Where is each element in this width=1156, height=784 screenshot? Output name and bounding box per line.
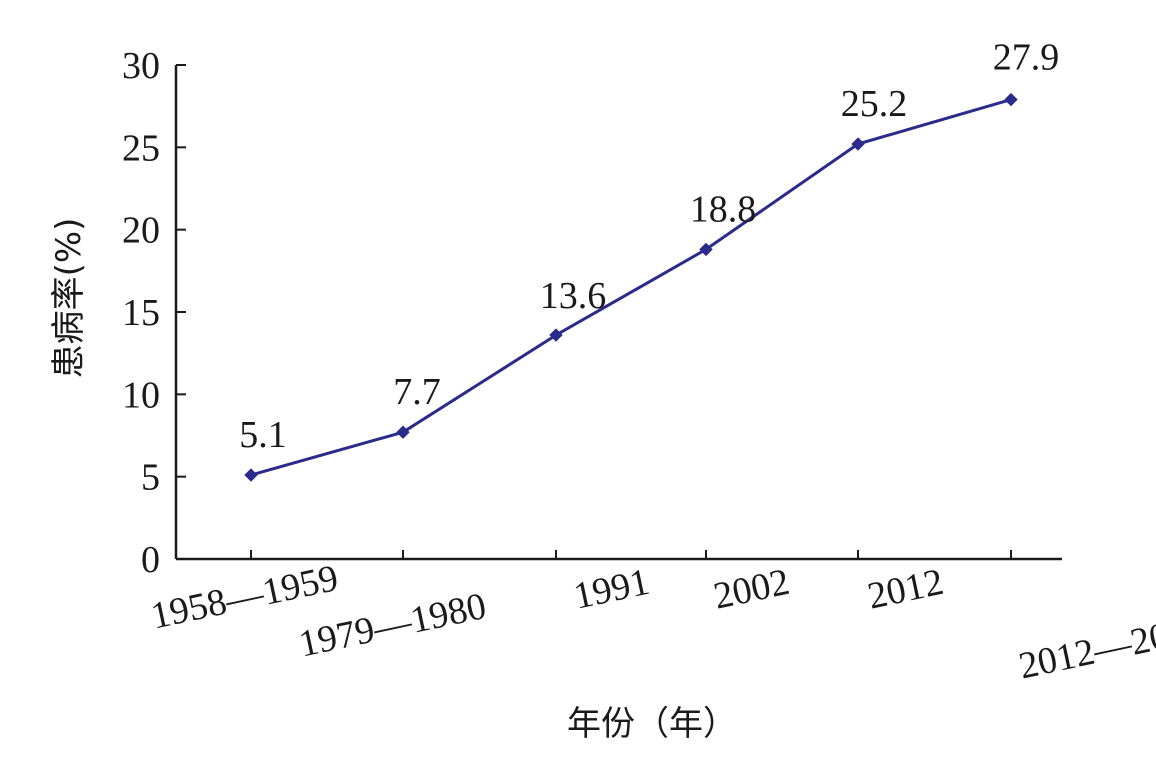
axes <box>174 65 1062 561</box>
y-tick-label: 15 <box>122 292 160 334</box>
data-label: 5.1 <box>239 414 287 456</box>
data-label: 25.2 <box>841 83 908 125</box>
data-point-marker <box>699 242 713 257</box>
y-tick-label: 0 <box>141 539 160 581</box>
x-tick-label: 2012 <box>864 561 947 618</box>
x-tick-label: 2012—2015 <box>1015 607 1156 688</box>
data-point-marker <box>851 137 865 151</box>
x-tick-label: 2002 <box>710 561 793 618</box>
series-line-path <box>250 98 1012 477</box>
y-tick-label: 20 <box>122 210 160 252</box>
y-tick-label: 25 <box>122 127 160 169</box>
y-tick-label: 5 <box>141 457 160 499</box>
series-line <box>250 98 1012 477</box>
data-labels: 5.1 7.7 13.6 18.8 25.2 27.9 <box>239 37 1059 456</box>
data-point-marker <box>549 328 563 342</box>
data-point-marker <box>396 425 410 439</box>
y-tick-label: 30 <box>122 45 160 87</box>
data-label: 27.9 <box>993 37 1060 79</box>
y-tick-label: 10 <box>122 374 160 416</box>
data-label: 13.6 <box>540 275 607 317</box>
data-point-marker <box>244 468 258 482</box>
data-point-marker <box>1004 92 1018 107</box>
x-tick-label: 1991 <box>570 561 653 618</box>
y-axis-ticks: 0 5 10 15 20 25 30 <box>122 45 186 581</box>
data-label: 7.7 <box>393 371 441 413</box>
data-label: 18.8 <box>690 188 757 230</box>
x-axis-title: 年份（年） <box>567 704 737 744</box>
series-markers <box>244 92 1018 482</box>
y-axis-title: 患病率(%) <box>49 218 89 379</box>
